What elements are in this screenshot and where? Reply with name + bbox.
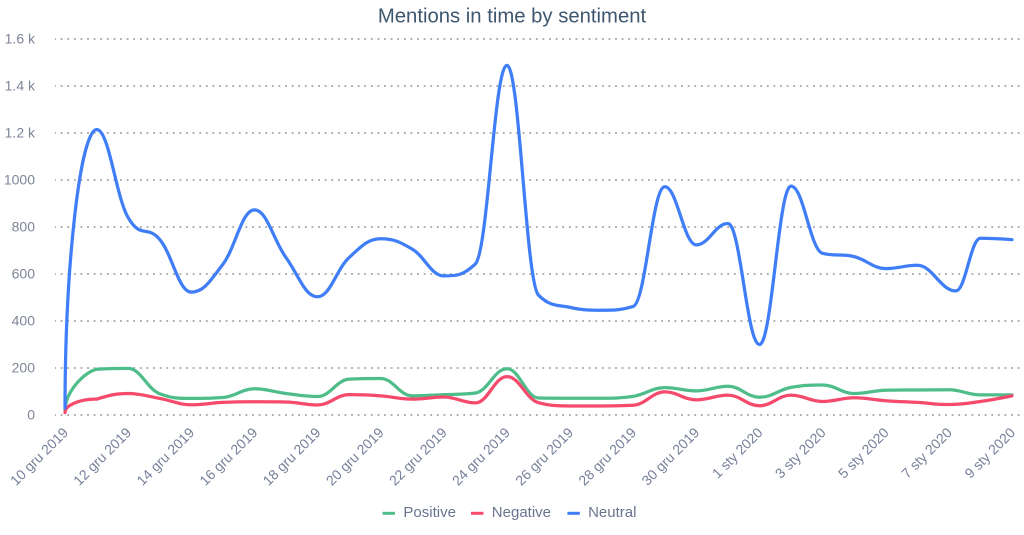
svg-text:Neutral: Neutral	[588, 504, 636, 521]
svg-text:200: 200	[12, 360, 36, 376]
svg-text:Negative: Negative	[492, 504, 551, 521]
svg-text:1000: 1000	[4, 172, 35, 188]
svg-text:1.4 k: 1.4 k	[5, 78, 36, 94]
svg-text:Mentions in time by sentiment: Mentions in time by sentiment	[378, 6, 647, 28]
svg-text:600: 600	[12, 266, 36, 282]
svg-text:400: 400	[12, 313, 36, 329]
svg-text:1.2 k: 1.2 k	[5, 125, 36, 141]
svg-text:1.6 k: 1.6 k	[5, 31, 36, 47]
svg-text:Positive: Positive	[403, 504, 456, 521]
svg-text:0: 0	[27, 407, 35, 423]
svg-text:800: 800	[12, 219, 36, 235]
